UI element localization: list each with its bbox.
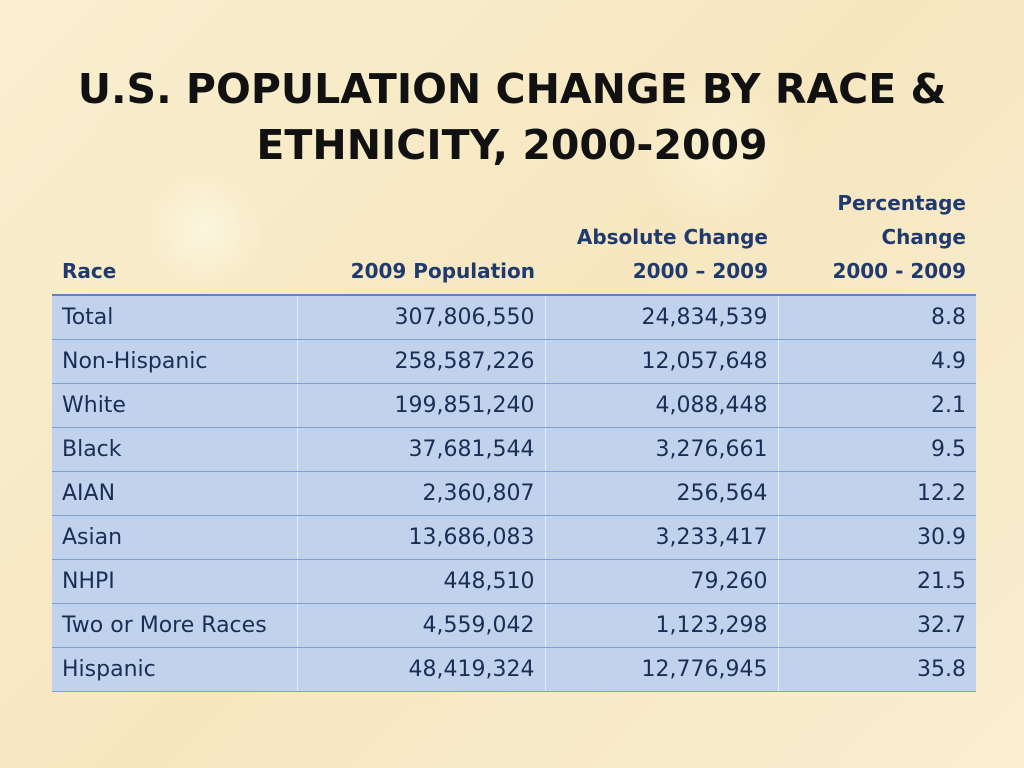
cell-percentage-change: 21.5 [778, 559, 976, 604]
cell-absolute-change: 3,233,417 [545, 515, 779, 560]
column-header-percentage-change-line-3: 2000 - 2009 [832, 259, 966, 283]
cell-race: Non-Hispanic [52, 339, 298, 384]
table-row: Non-Hispanic 258,587,226 12,057,648 4.9 [52, 339, 976, 384]
column-header-population: 2009 Population [297, 186, 545, 296]
table-row: Asian 13,686,083 3,233,417 30.9 [52, 515, 976, 560]
column-header-percentage-change-line-2: Change [881, 225, 966, 249]
table-row: NHPI 448,510 79,260 21.5 [52, 559, 976, 604]
cell-population: 199,851,240 [297, 383, 546, 428]
cell-percentage-change: 32.7 [778, 603, 976, 648]
cell-population: 13,686,083 [297, 515, 546, 560]
column-header-percentage-change-line-1: Percentage [837, 191, 966, 215]
cell-percentage-change: 4.9 [778, 339, 976, 384]
cell-absolute-change: 3,276,661 [545, 427, 779, 472]
cell-absolute-change: 79,260 [545, 559, 779, 604]
table-header: Race 2009 Population Absolute Change 200… [52, 186, 976, 296]
cell-race: AIAN [52, 471, 298, 516]
table-row: White 199,851,240 4,088,448 2.1 [52, 383, 976, 428]
column-header-race: Race [52, 186, 297, 296]
cell-race: Total [52, 295, 298, 340]
cell-absolute-change: 4,088,448 [545, 383, 779, 428]
cell-population: 2,360,807 [297, 471, 546, 516]
cell-race: Black [52, 427, 298, 472]
cell-population: 4,559,042 [297, 603, 546, 648]
column-header-race-label: Race [62, 259, 117, 283]
cell-absolute-change: 1,123,298 [545, 603, 779, 648]
cell-percentage-change: 30.9 [778, 515, 976, 560]
table-row: Two or More Races 4,559,042 1,123,298 32… [52, 603, 976, 648]
table-row: AIAN 2,360,807 256,564 12.2 [52, 471, 976, 516]
column-header-absolute-change-line-1: Absolute Change [576, 225, 768, 249]
cell-population: 307,806,550 [297, 295, 546, 340]
column-header-population-label: 2009 Population [350, 259, 535, 283]
column-header-percentage-change: Percentage Change 2000 - 2009 [778, 186, 976, 296]
cell-percentage-change: 9.5 [778, 427, 976, 472]
population-table: Race 2009 Population Absolute Change 200… [52, 186, 976, 692]
table-body: Total 307,806,550 24,834,539 8.8 Non-His… [52, 295, 976, 692]
cell-population: 37,681,544 [297, 427, 546, 472]
column-header-absolute-change: Absolute Change 2000 – 2009 [545, 186, 778, 296]
cell-population: 448,510 [297, 559, 546, 604]
population-table-container: Race 2009 Population Absolute Change 200… [52, 186, 976, 692]
cell-race: White [52, 383, 298, 428]
table-header-row: Race 2009 Population Absolute Change 200… [52, 186, 976, 296]
cell-race: NHPI [52, 559, 298, 604]
slide-title-line-1: U.S. POPULATION CHANGE BY RACE & [77, 65, 947, 114]
cell-race: Two or More Races [52, 603, 298, 648]
table-row: Hispanic 48,419,324 12,776,945 35.8 [52, 647, 976, 692]
cell-race: Asian [52, 515, 298, 560]
cell-absolute-change: 12,057,648 [545, 339, 779, 384]
table-row: Black 37,681,544 3,276,661 9.5 [52, 427, 976, 472]
cell-percentage-change: 12.2 [778, 471, 976, 516]
table-row: Total 307,806,550 24,834,539 8.8 [52, 295, 976, 340]
cell-percentage-change: 35.8 [778, 647, 976, 692]
slide-title: U.S. POPULATION CHANGE BY RACE & ETHNICI… [40, 61, 984, 173]
cell-population: 258,587,226 [297, 339, 546, 384]
cell-race: Hispanic [52, 647, 298, 692]
cell-absolute-change: 12,776,945 [545, 647, 779, 692]
cell-population: 48,419,324 [297, 647, 546, 692]
cell-absolute-change: 256,564 [545, 471, 779, 516]
slide-title-line-2: ETHNICITY, 2000-2009 [256, 121, 768, 170]
column-header-absolute-change-line-2: 2000 – 2009 [632, 259, 768, 283]
cell-percentage-change: 8.8 [778, 295, 976, 340]
cell-absolute-change: 24,834,539 [545, 295, 779, 340]
cell-percentage-change: 2.1 [778, 383, 976, 428]
